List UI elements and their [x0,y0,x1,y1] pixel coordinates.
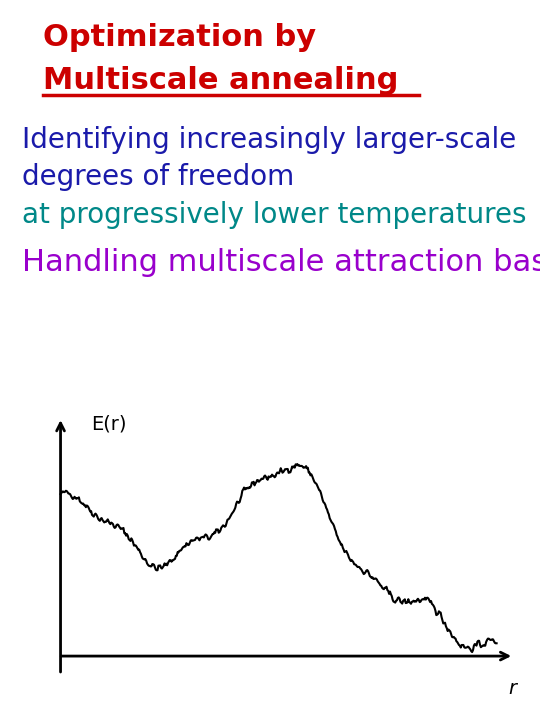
Text: Handling multiscale attraction basins: Handling multiscale attraction basins [22,248,540,277]
Text: Identifying increasingly larger-scale: Identifying increasingly larger-scale [22,126,516,154]
Text: degrees of freedom: degrees of freedom [22,163,294,192]
Text: Multiscale annealing: Multiscale annealing [43,66,399,95]
Text: r: r [508,680,516,698]
Text: E(r): E(r) [91,415,127,433]
Text: Optimization by: Optimization by [43,23,316,52]
Text: at progressively lower temperatures: at progressively lower temperatures [22,201,526,229]
